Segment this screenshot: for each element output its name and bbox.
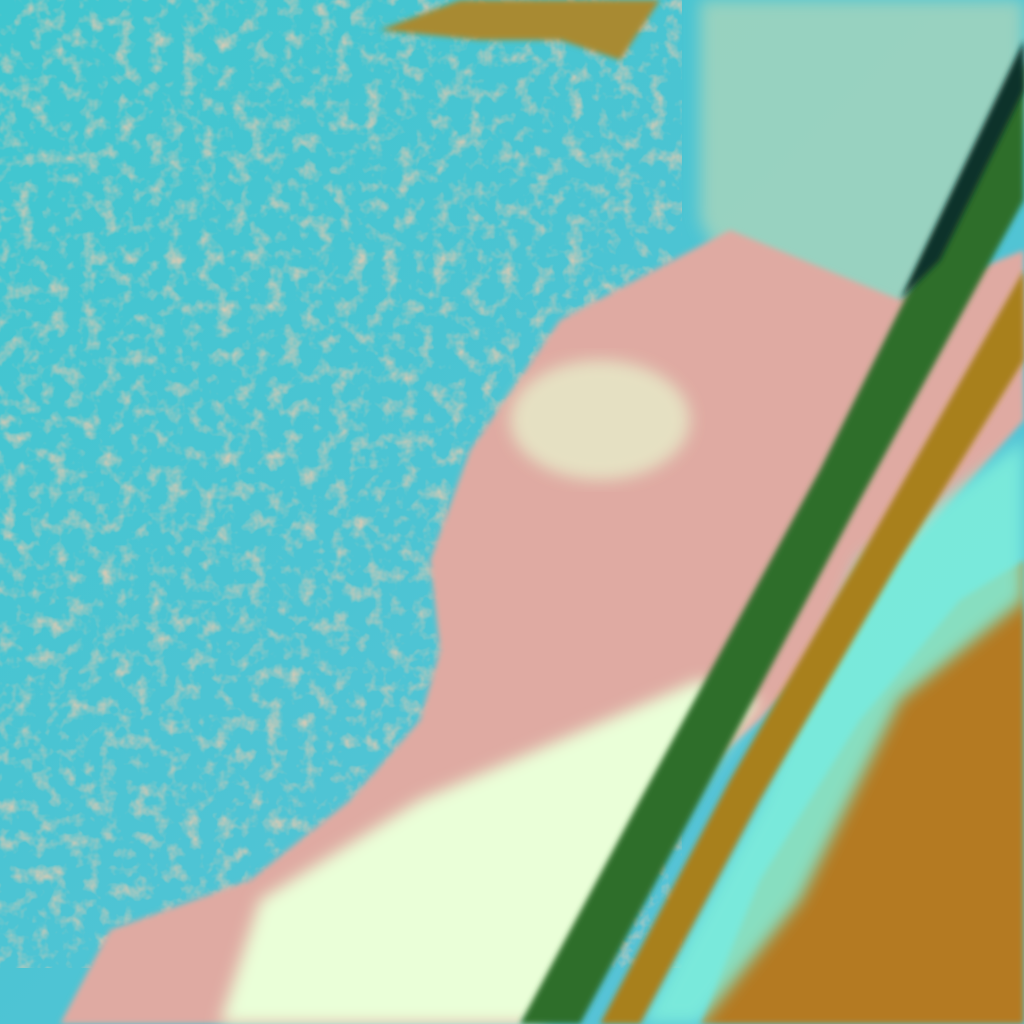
cyan-clouds (640, 440, 1024, 1024)
ridge-shadow (900, 40, 1024, 300)
inland-cloud (510, 360, 690, 480)
northern-cloud-tops (380, 0, 660, 60)
mountain-ridge-inner (600, 270, 1024, 1024)
cloud-band (220, 680, 760, 1024)
land-mass (60, 230, 1024, 1024)
